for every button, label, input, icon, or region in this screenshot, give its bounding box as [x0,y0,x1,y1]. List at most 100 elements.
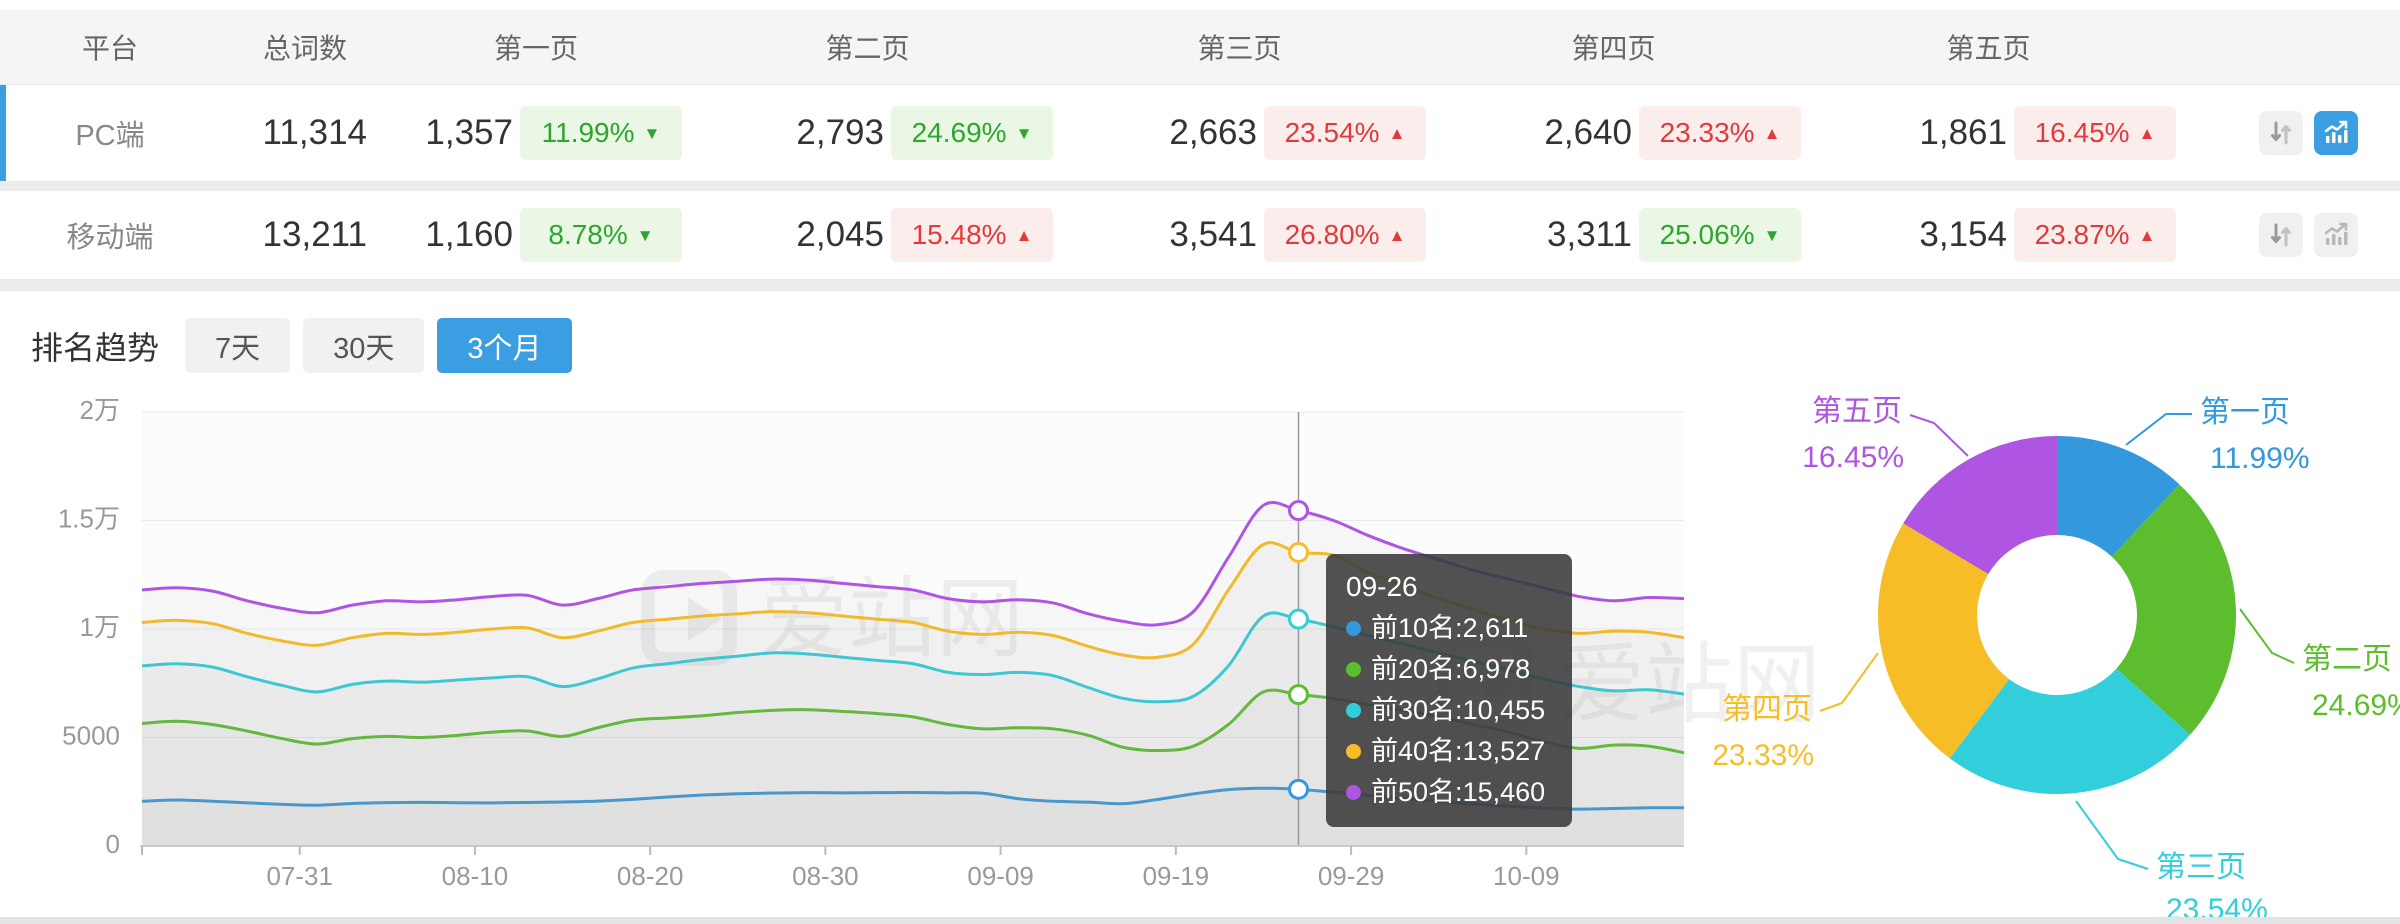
trend-arrow-icon: ▲ [1015,225,1033,245]
x-axis-label: 10-09 [1493,861,1560,891]
trend-arrow-icon: ▲ [1388,225,1406,245]
donut-slice-第一页[interactable] [2057,436,2180,557]
watermark: 爱站网 [641,569,1024,668]
donut-slice-第四页[interactable] [1877,523,2010,759]
donut-label-connector [2125,413,2192,446]
y-axis-label: 5000 [62,720,120,750]
col-header-page1: 第一页 [493,33,578,64]
marker-point-前10名 [1288,778,1309,800]
marker-point-前20名 [1288,684,1309,706]
tooltip-item: 前50名15,460 [1346,772,1552,813]
x-axis-label: 08-20 [617,861,684,891]
page2-count: 2,045 [796,215,884,254]
col-header-page3: 第三页 [1197,33,1282,64]
page3-badge: 26.80% ▲ [1264,208,1426,262]
donut-label-第一页: 第一页 [2200,396,2290,429]
marker-point-前30名 [1288,608,1309,630]
page1-count: 1,357 [425,113,513,152]
trend-arrow-icon: ▼ [643,123,661,143]
donut-label-第五页: 第五页 [1812,395,1902,428]
section-separator [0,279,2400,291]
svg-text:爱站网: 爱站网 [760,569,1024,668]
col-header-page2: 第二页 [825,33,910,64]
trend-chart-button[interactable] [2314,111,2358,155]
donut-label-connector [2239,608,2295,664]
chart-icon [2324,222,2348,245]
page5-count: 1,861 [1919,113,2007,152]
series-dot-icon [1346,703,1361,718]
trend-chart-button[interactable] [2314,213,2358,257]
page4-badge: 25.06% ▼ [1639,208,1801,262]
y-axis-label: 2万 [80,395,120,425]
tab-7-days[interactable]: 7天 [185,318,291,373]
tab-3-months[interactable]: 3个月 [437,318,572,373]
x-axis-label: 09-29 [1318,861,1385,891]
trend-arrow-icon: ▼ [1015,123,1033,143]
series-dot-icon [1346,662,1361,677]
page3-count: 2,663 [1169,113,1257,152]
col-header-page4: 第四页 [1571,33,1656,64]
donut-label-connector [1909,414,1969,457]
series-dot-icon [1346,744,1361,759]
svg-text:爱站网: 爱站网 [1557,635,1821,734]
chart-icon [2324,120,2348,143]
marker-point-前50名 [1288,500,1309,522]
series-dot-icon [1346,621,1361,636]
y-axis-label: 1万 [80,612,120,642]
trend-arrow-icon: ▲ [2138,225,2156,245]
col-header-total-words: 总词数 [262,33,347,64]
tooltip-item: 前40名13,527 [1346,731,1552,772]
donut-slice-第五页[interactable] [1903,436,2057,575]
page4-count: 2,640 [1544,113,1632,152]
compare-button[interactable] [2259,111,2303,155]
trend-and-donut-charts[interactable]: 050001万1.5万2万爱站网爱站网07-3108-1008-2008-300… [0,381,2400,924]
selected-row-accent [0,85,6,181]
x-axis-label: 08-30 [792,861,859,891]
row-actions [2176,213,2400,257]
page5-badge: 23.87% ▲ [2014,208,2176,262]
tooltip-item: 前10名2,611 [1346,608,1552,649]
total-words-value: 13,211 [262,215,367,254]
page2-badge: 15.48% ▲ [891,208,1053,262]
tab-30-days[interactable]: 30天 [303,318,425,373]
tooltip-date: 09-26 [1346,571,1418,602]
y-axis-label: 1.5万 [58,503,120,533]
table-row-pc[interactable]: PC端 11,314 1,357 11.99% ▼ 2,793 24.69% ▼ 2… [0,85,2400,181]
bottom-band [0,917,2400,924]
table-row-mobile[interactable]: 移动端 13,211 1,160 8.78% ▼ 2,045 15.48% ▲ 3,… [0,191,2400,279]
x-axis-label: 08-10 [442,861,509,891]
page2-badge: 24.69% ▼ [891,106,1053,160]
page5-badge: 16.45% ▲ [2014,106,2176,160]
donut-label-connector [2075,800,2149,870]
trend-section: 排名趋势 7天 30天 3个月 050001万1.5万2万爱站网爱站网07-31… [0,291,2400,924]
donut-slice-第二页[interactable] [2111,484,2236,735]
donut-slice-第三页[interactable] [1949,668,2190,795]
donut-label-第三页: 第三页 [2156,851,2246,884]
row-separator [0,181,2400,191]
section-title: 排名趋势 [31,329,160,366]
total-words-value: 11,314 [262,113,367,152]
page1-badge: 8.78% ▼ [520,208,682,262]
y-axis-label: 0 [106,829,120,859]
x-axis-label: 09-19 [1143,861,1210,891]
x-axis-label: 09-09 [967,861,1034,891]
chart-tooltip: 09-26 前10名2,611 前20名6,978 前30名10,455 前40… [1326,554,1572,827]
page5-count: 3,154 [1919,215,2007,254]
tooltip-item: 前30名10,455 [1346,690,1552,731]
compare-button[interactable] [2259,213,2303,257]
trend-arrow-icon: ▼ [1763,225,1781,245]
sort-arrows-icon [2271,223,2291,247]
trend-arrow-icon: ▼ [636,225,654,245]
row-actions [2176,111,2400,155]
series-dot-icon [1346,785,1361,800]
top-strip [0,0,2400,10]
donut-label-第四页: 第四页 [1722,693,1812,726]
page1-count: 1,160 [425,215,513,254]
x-axis-label: 07-31 [266,861,333,891]
tooltip-item: 前20名6,978 [1346,649,1552,690]
donut-pct-第一页: 11.99% [2210,442,2310,475]
trend-arrow-icon: ▲ [2138,123,2156,143]
donut-label-第二页: 第二页 [2302,643,2392,676]
trend-arrow-icon: ▲ [1388,123,1406,143]
